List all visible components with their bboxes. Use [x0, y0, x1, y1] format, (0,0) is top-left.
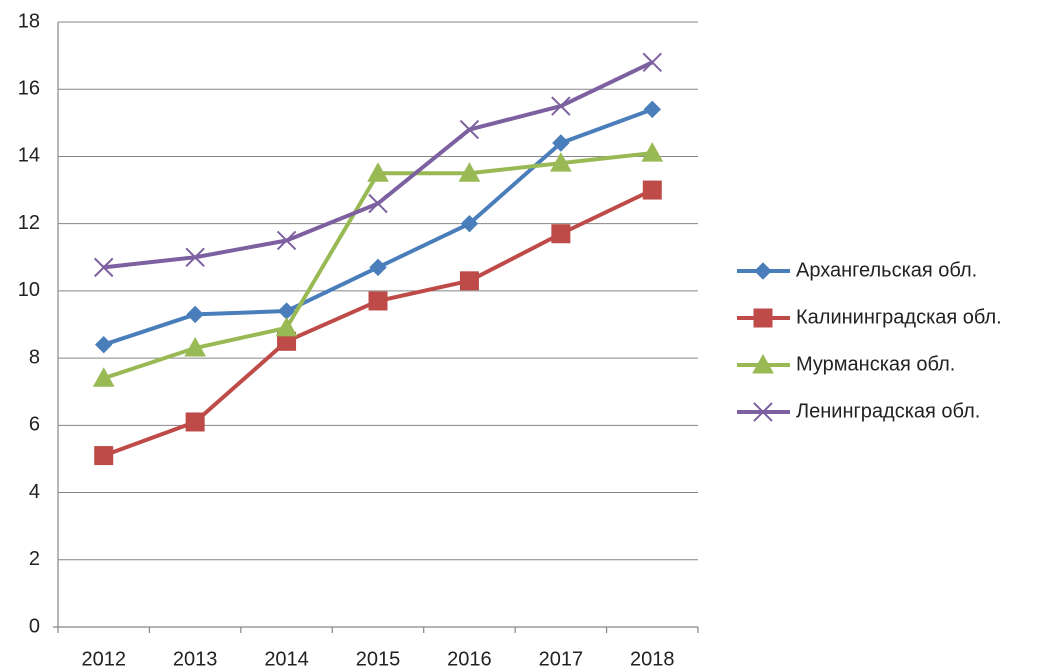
- y-tick-label: 8: [29, 346, 40, 368]
- data-point: [458, 162, 481, 182]
- x-tick-label: 2017: [539, 648, 584, 670]
- y-tick-label: 4: [29, 481, 40, 503]
- x-tick-label: 2018: [630, 648, 675, 670]
- data-point: [642, 180, 662, 200]
- data-point: [643, 100, 661, 119]
- y-tick-label: 16: [18, 78, 40, 100]
- legend-marker: [753, 402, 773, 422]
- legend-label: Мурманская обл.: [796, 353, 955, 375]
- data-point: [94, 446, 114, 466]
- legend-marker: [754, 262, 772, 280]
- data-point: [552, 134, 570, 152]
- data-point: [459, 119, 480, 140]
- x-tick-label: 2012: [81, 648, 126, 670]
- data-point: [459, 271, 479, 291]
- x-tick-label: 2016: [447, 648, 492, 670]
- legend-label: Ленинградская обл.: [796, 400, 980, 422]
- data-point: [275, 316, 298, 337]
- x-tick-label: 2015: [356, 648, 401, 670]
- y-tick-label: 10: [18, 279, 40, 301]
- data-point: [551, 224, 571, 244]
- data-point: [550, 152, 572, 172]
- x-tick-label: 2014: [264, 648, 309, 670]
- data-point: [94, 257, 114, 278]
- legend-label: Калининградская обл.: [796, 306, 1002, 328]
- data-point: [641, 142, 664, 162]
- legend-marker: [753, 308, 773, 328]
- data-point: [369, 258, 387, 277]
- data-point: [551, 96, 571, 116]
- data-point: [185, 412, 205, 432]
- y-tick-label: 6: [29, 414, 40, 436]
- data-point: [368, 193, 388, 214]
- y-tick-label: 12: [18, 212, 40, 234]
- y-tick-label: 14: [18, 145, 40, 167]
- data-point: [276, 230, 297, 251]
- legend-label: Архангельская обл.: [796, 259, 977, 281]
- data-point: [95, 335, 113, 354]
- x-tick-label: 2013: [173, 648, 218, 670]
- data-point: [460, 214, 479, 233]
- y-tick-label: 18: [18, 10, 40, 32]
- data-point: [367, 162, 389, 182]
- data-point: [368, 291, 388, 311]
- y-tick-label: 0: [29, 615, 40, 637]
- data-point: [185, 247, 205, 267]
- legend-marker: [752, 353, 774, 374]
- data-point: [184, 336, 206, 357]
- data-point: [92, 367, 115, 387]
- data-point: [186, 305, 204, 324]
- y-tick-label: 2: [29, 548, 40, 570]
- data-point: [642, 52, 662, 73]
